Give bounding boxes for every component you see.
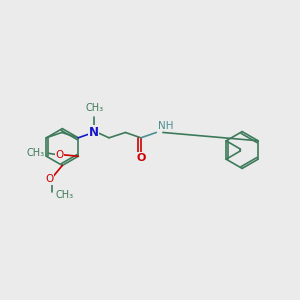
Text: CH₃: CH₃	[85, 103, 103, 113]
Text: CH₃: CH₃	[56, 190, 74, 200]
Text: O: O	[136, 153, 146, 163]
Text: O: O	[55, 150, 63, 160]
Text: CH₃: CH₃	[27, 148, 45, 158]
Text: N: N	[88, 126, 99, 139]
Text: O: O	[45, 174, 53, 184]
Text: NH: NH	[158, 121, 173, 131]
